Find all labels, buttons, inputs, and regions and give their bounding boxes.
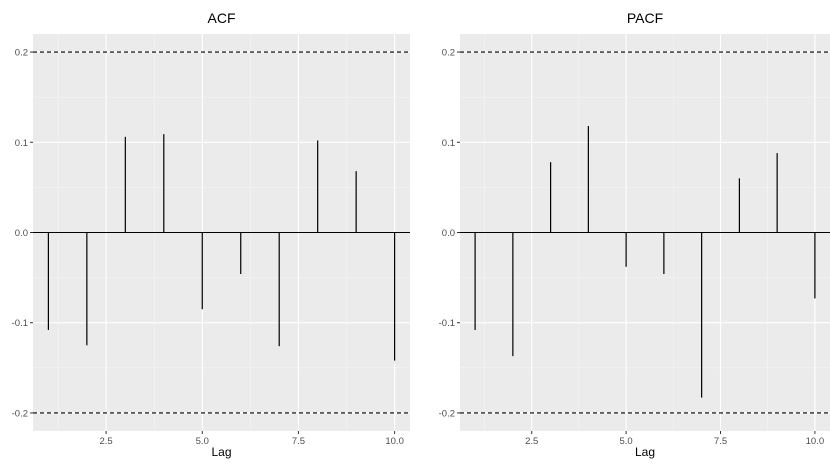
chart1-y-tick-label-0: 0.0 [15,228,28,239]
chart1-title: ACF [208,10,236,26]
chart2-x-tick-label-7-5: 7.5 [714,436,727,447]
chart2-title: PACF [627,10,663,26]
chart1-y-tick-label-0-1: 0.1 [15,138,28,149]
chart1-x-tick-label-7-5: 7.5 [292,436,305,447]
chart2-x-tick-label-5: 5.0 [620,436,633,447]
chart2-y-tick-label--0-1: -0.1 [439,318,455,329]
chart1-group: ACF -0.2 -0.1 0.0 0.1 0.2 2.5 5.0 7.5 10.0 Lag [12,10,410,459]
chart2-x-axis-label: Lag [635,445,655,459]
chart1-y-tick-label--0-1: -0.1 [12,318,28,329]
chart1-x-tick-label-10: 10.0 [385,436,404,447]
chart2-y-tick-label-0: 0.0 [442,228,455,239]
chart2-x-tick-label-10: 10.0 [806,436,825,447]
chart1-y-tick-label-0-2: 0.2 [15,48,28,59]
chart1-x-tick-label-2-5: 2.5 [99,436,112,447]
chart2-y-tick-label-0-2: 0.2 [442,48,455,59]
chart2-y-tick-label--0-2: -0.2 [439,408,455,419]
chart2-group: PACF -0.2 -0.1 0.0 0.1 0.2 2.5 5.0 7.5 10.0 Lag [439,10,830,459]
chart1-x-axis-label: Lag [211,445,231,459]
chart2-x-tick-label-2-5: 2.5 [525,436,538,447]
chart2-y-tick-label-0-1: 0.1 [442,138,455,149]
chart1-x-tick-label-5: 5.0 [196,436,209,447]
chart1-y-tick-label--0-2: -0.2 [12,408,28,419]
